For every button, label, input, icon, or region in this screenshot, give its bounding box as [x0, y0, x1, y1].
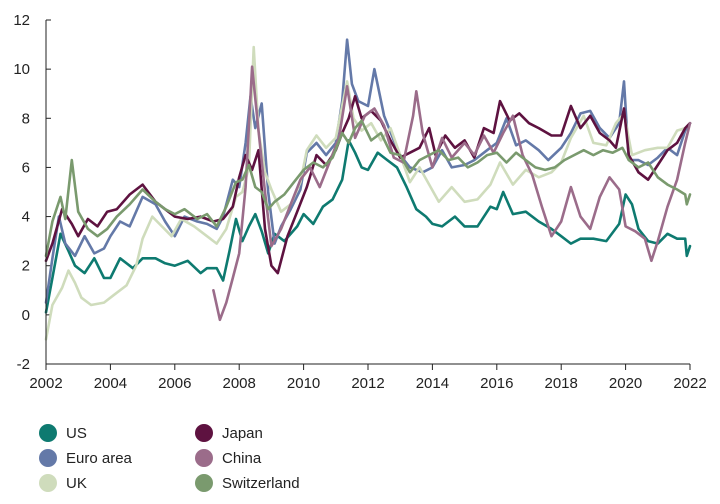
series-line-japan [44, 94, 692, 275]
series-line-us [44, 139, 692, 314]
x-tick-label: 2014 [416, 375, 449, 392]
legend: US Euro area UK Japan China Switzerland [39, 424, 300, 492]
series-lines [44, 38, 692, 341]
x-tick-label: 2004 [94, 375, 127, 392]
legend-label: China [222, 450, 262, 467]
legend-swatch [195, 474, 213, 492]
series-line-china [212, 65, 692, 322]
x-tick-label: 2020 [609, 375, 642, 392]
x-tick-label: 2002 [29, 375, 62, 392]
x-tick-label: 2018 [545, 375, 578, 392]
legend-swatch [195, 424, 213, 442]
y-tick-label: 0 [22, 307, 30, 324]
legend-swatch [39, 449, 57, 467]
legend-swatch [39, 474, 57, 492]
x-tick-label: 2022 [673, 375, 706, 392]
legend-label: Japan [222, 425, 263, 442]
legend-label: UK [66, 475, 87, 492]
series-line-euro-area [44, 38, 692, 304]
legend-swatch [195, 449, 213, 467]
y-tick-label: 12 [13, 12, 30, 29]
y-tick-label: 6 [22, 159, 30, 176]
y-tick-label: 10 [13, 61, 30, 78]
series-line-uk [44, 45, 692, 341]
x-tick-label: 2006 [158, 375, 191, 392]
y-tick-label: 2 [22, 258, 30, 275]
y-tick-label: -2 [17, 356, 30, 373]
series-line-switzerland [44, 119, 692, 258]
x-axis-ticks: 2002 2004 2006 2008 2010 2012 2014 2016 2018 2020… [29, 364, 707, 392]
y-tick-label: 4 [22, 209, 30, 226]
x-tick-label: 2016 [480, 375, 513, 392]
legend-label: Euro area [66, 450, 133, 467]
y-tick-label: 8 [22, 110, 30, 127]
legend-swatch [39, 424, 57, 442]
legend-label: US [66, 425, 87, 442]
x-tick-label: 2010 [287, 375, 320, 392]
y-axis-ticks: -2 0 2 4 6 8 10 12 [13, 12, 51, 373]
x-tick-label: 2012 [351, 375, 384, 392]
legend-label: Switzerland [222, 475, 300, 492]
x-tick-label: 2008 [223, 375, 256, 392]
